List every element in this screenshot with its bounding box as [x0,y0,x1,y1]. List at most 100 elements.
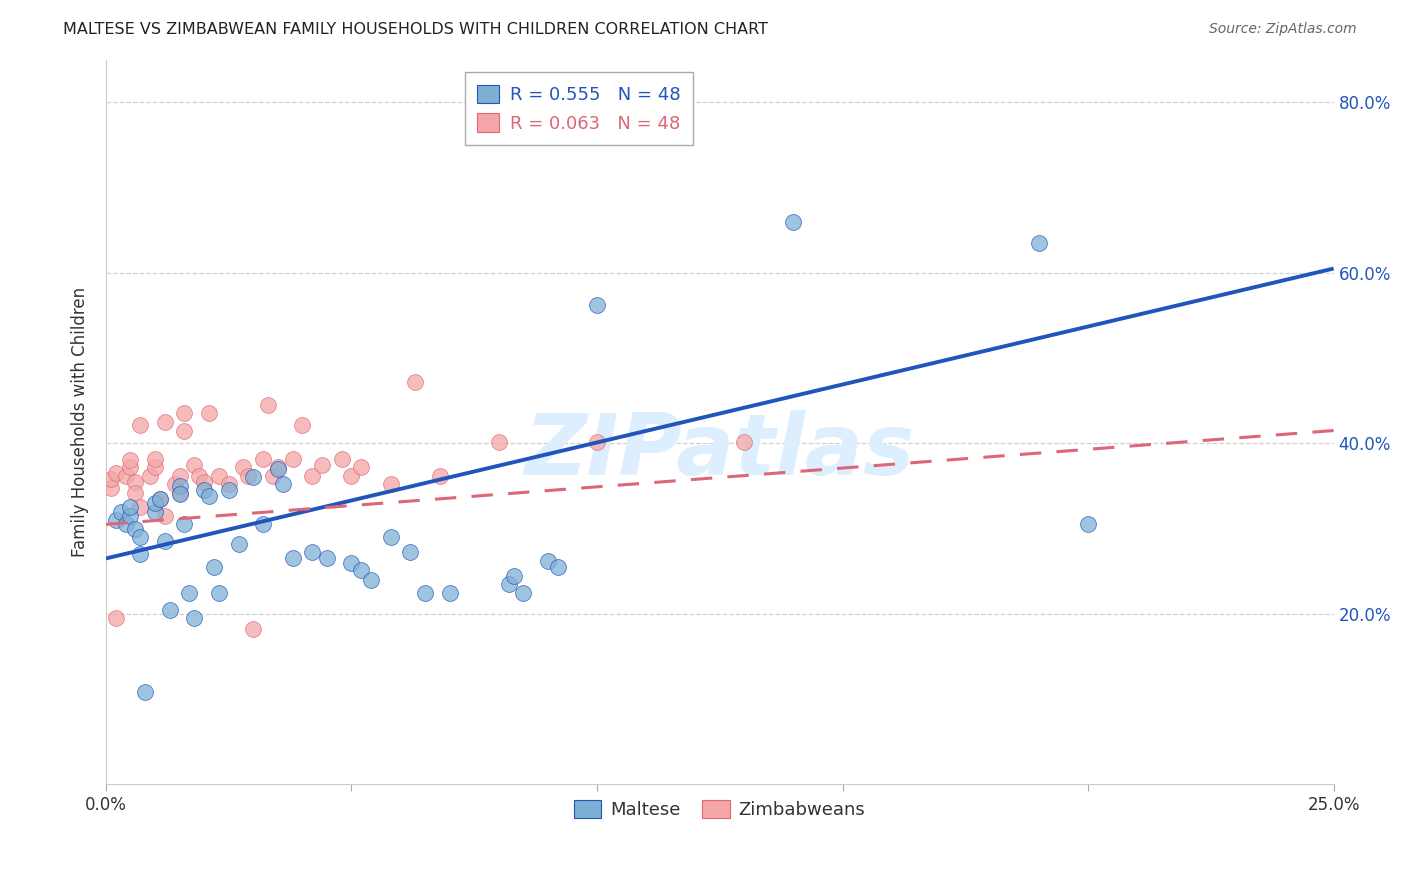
Zimbabweans [129,417,152,432]
Maltese [1077,517,1099,532]
Zimbabweans [193,475,215,489]
Legend: Maltese, Zimbabweans: Maltese, Zimbabweans [567,792,873,826]
Maltese [537,554,560,568]
Maltese [502,568,524,582]
Zimbabweans [281,451,304,466]
Text: Source: ZipAtlas.com: Source: ZipAtlas.com [1209,22,1357,37]
Zimbabweans [586,434,609,449]
Zimbabweans [153,415,176,429]
Zimbabweans [262,468,284,483]
Zimbabweans [149,491,172,506]
Maltese [350,562,373,576]
Zimbabweans [120,460,142,475]
Zimbabweans [208,468,231,483]
Zimbabweans [173,424,195,438]
Maltese [110,504,132,518]
Text: MALTESE VS ZIMBABWEAN FAMILY HOUSEHOLDS WITH CHILDREN CORRELATION CHART: MALTESE VS ZIMBABWEAN FAMILY HOUSEHOLDS … [63,22,768,37]
Zimbabweans [238,468,260,483]
Maltese [143,504,166,518]
Maltese [134,685,156,699]
Zimbabweans [120,453,142,467]
Maltese [179,585,201,599]
Maltese [360,573,382,587]
Zimbabweans [380,477,402,491]
Maltese [281,551,304,566]
Zimbabweans [252,451,274,466]
Zimbabweans [124,475,146,489]
Maltese [252,517,274,532]
Zimbabweans [163,477,186,491]
Maltese [120,500,142,515]
Text: ZIPatlas: ZIPatlas [524,409,915,492]
Maltese [586,298,609,312]
Zimbabweans [143,451,166,466]
Zimbabweans [198,407,221,421]
Y-axis label: Family Households with Children: Family Households with Children [72,287,89,558]
Maltese [316,551,339,566]
Maltese [149,491,172,506]
Maltese [271,477,294,491]
Zimbabweans [153,508,176,523]
Zimbabweans [129,500,152,515]
Maltese [228,537,250,551]
Maltese [173,517,195,532]
Zimbabweans [183,458,205,472]
Maltese [782,214,804,228]
Zimbabweans [169,485,191,500]
Zimbabweans [311,458,333,472]
Zimbabweans [104,466,127,480]
Zimbabweans [104,611,127,625]
Maltese [129,530,152,544]
Zimbabweans [404,375,426,389]
Maltese [104,513,127,527]
Zimbabweans [267,460,290,475]
Zimbabweans [114,468,136,483]
Maltese [399,545,422,559]
Maltese [202,560,225,574]
Maltese [143,496,166,510]
Maltese [413,585,436,599]
Maltese [380,530,402,544]
Zimbabweans [733,434,755,449]
Zimbabweans [124,485,146,500]
Maltese [114,517,136,532]
Maltese [547,560,569,574]
Maltese [198,489,221,503]
Zimbabweans [291,417,314,432]
Maltese [218,483,240,498]
Maltese [512,585,534,599]
Zimbabweans [350,460,373,475]
Maltese [129,547,152,561]
Maltese [124,522,146,536]
Zimbabweans [242,622,264,636]
Zimbabweans [488,434,510,449]
Zimbabweans [301,468,323,483]
Zimbabweans [169,468,191,483]
Maltese [169,487,191,501]
Zimbabweans [340,468,363,483]
Maltese [183,611,205,625]
Maltese [169,479,191,493]
Maltese [301,545,323,559]
Maltese [120,508,142,523]
Maltese [242,470,264,484]
Zimbabweans [173,407,195,421]
Maltese [153,534,176,549]
Zimbabweans [100,472,122,486]
Zimbabweans [218,477,240,491]
Zimbabweans [429,468,451,483]
Maltese [340,556,363,570]
Maltese [159,602,181,616]
Zimbabweans [330,451,353,466]
Zimbabweans [100,481,122,495]
Maltese [439,585,461,599]
Maltese [267,462,290,476]
Maltese [193,483,215,498]
Zimbabweans [139,468,162,483]
Zimbabweans [257,398,280,412]
Maltese [1028,235,1050,250]
Zimbabweans [188,468,211,483]
Maltese [498,577,520,591]
Maltese [208,585,231,599]
Zimbabweans [232,460,254,475]
